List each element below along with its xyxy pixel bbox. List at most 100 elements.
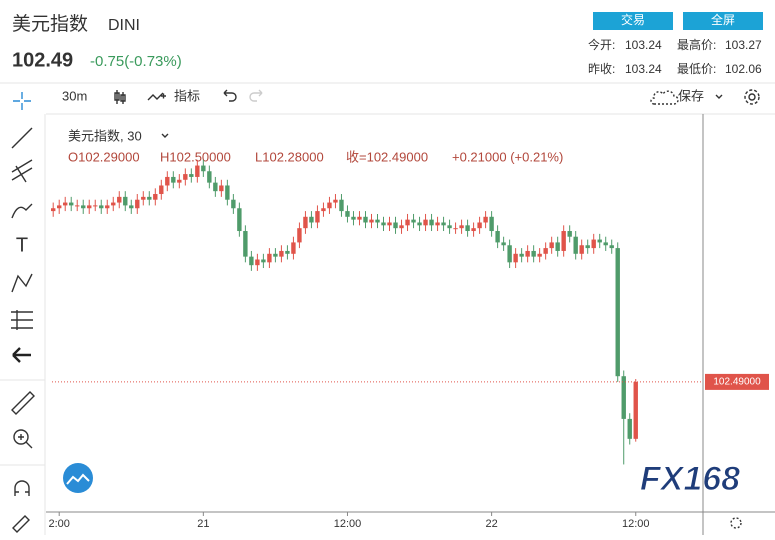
back-tool[interactable]	[12, 347, 31, 363]
candle-body	[315, 211, 320, 223]
candle-body	[555, 242, 560, 251]
candle-body	[153, 194, 158, 200]
trend-line-tool[interactable]	[11, 127, 33, 149]
ruler-tool[interactable]	[11, 391, 35, 415]
candle-body	[357, 216, 362, 220]
candle-body	[225, 185, 230, 200]
candle-body	[453, 228, 458, 230]
candle-body	[573, 236, 578, 254]
candle-body	[183, 174, 188, 180]
candle-body	[291, 242, 296, 254]
watermark: FX168	[640, 460, 740, 498]
candle-body	[375, 219, 380, 223]
logo-badge-icon	[66, 473, 90, 485]
candle-body	[279, 250, 284, 257]
stat-label: 最高价:	[677, 37, 716, 52]
candle-body	[255, 259, 260, 266]
ohlc-value: +0.21000 (+0.21%)	[452, 149, 563, 164]
candle-body	[411, 219, 416, 223]
candle-body	[321, 208, 326, 212]
trade-button[interactable]	[593, 12, 673, 30]
candle-body	[93, 205, 98, 207]
candle-body	[189, 174, 194, 177]
candle-body	[549, 242, 554, 249]
fullscreen-button-label[interactable]: 全屏	[711, 12, 735, 27]
candle-body	[483, 216, 488, 223]
x-tick-label: 21	[197, 518, 209, 530]
settings-icon-center[interactable]	[748, 93, 756, 101]
redo-icon	[249, 89, 263, 102]
candle-body	[405, 219, 410, 226]
lock-tool[interactable]	[12, 515, 30, 533]
undo-icon[interactable]	[223, 89, 237, 102]
save[interactable]: 保存	[678, 88, 704, 103]
candle-body	[87, 205, 92, 209]
candle-body	[561, 231, 566, 251]
candle-body	[363, 216, 368, 223]
candle-body	[567, 231, 572, 237]
candle-body	[435, 222, 440, 226]
stat-label: 今开:	[588, 37, 615, 52]
zoom-tool[interactable]	[13, 429, 29, 445]
candle-body	[381, 222, 386, 226]
candle-body	[627, 418, 632, 439]
pattern-tool[interactable]	[11, 273, 33, 293]
settings-icon[interactable]	[744, 89, 760, 105]
candle-body	[399, 225, 404, 229]
candle-body	[429, 219, 434, 226]
candle-body	[621, 376, 626, 419]
indicator-icon[interactable]	[147, 92, 166, 101]
indicators[interactable]: 指标	[174, 88, 200, 103]
stat-label: 最低价:	[677, 62, 716, 76]
stat-value: 103.24	[625, 62, 662, 76]
zoom-tool-plus[interactable]	[18, 434, 33, 449]
magnet-tool[interactable]	[14, 480, 30, 496]
candle-body	[99, 205, 104, 209]
candle-body	[537, 253, 542, 257]
candle-body	[633, 381, 638, 439]
candle-body	[135, 199, 140, 209]
candle-body	[273, 253, 278, 257]
x-tick-label: 12:00	[334, 518, 362, 530]
stat-value: 103.27	[725, 38, 762, 52]
candle-body	[129, 205, 134, 209]
symbol-title: 美元指数	[12, 13, 88, 35]
candle-body	[513, 253, 518, 263]
symbol-code: DINI	[108, 17, 140, 34]
text-tool[interactable]: T	[16, 234, 28, 256]
fullscreen-button[interactable]	[683, 12, 763, 30]
candle-body	[69, 202, 74, 206]
candle-body	[597, 239, 602, 243]
crosshair-icon[interactable]	[13, 92, 31, 110]
x-tick-label: 2:00	[48, 518, 69, 530]
candle-body	[261, 259, 266, 263]
last-price-tag	[705, 373, 769, 390]
candle-body	[63, 202, 68, 206]
axis-settings-icon[interactable]	[730, 517, 742, 529]
candle-icon[interactable]	[114, 90, 126, 104]
candle-body	[327, 202, 332, 209]
candle-body	[387, 222, 392, 226]
candle-body	[267, 253, 272, 263]
interval[interactable]: 30m	[62, 88, 87, 103]
chart-title-arrow[interactable]	[161, 133, 169, 138]
candle-body	[159, 185, 164, 195]
candle-body	[171, 176, 176, 183]
price: 102.49	[12, 49, 73, 71]
candle-body	[123, 196, 128, 206]
brush-tool[interactable]	[11, 203, 33, 219]
prediction-tool[interactable]	[11, 310, 33, 330]
candle-body	[591, 239, 596, 249]
cloud-icon[interactable]	[650, 90, 679, 105]
candle-body	[165, 176, 170, 186]
fib-tool[interactable]	[11, 159, 33, 183]
candle-body	[507, 245, 512, 263]
candle-body	[105, 205, 110, 209]
candle-body	[495, 231, 500, 243]
trade-button-label[interactable]: 交易	[621, 12, 645, 27]
price-change: -0.75(-0.73%)	[90, 53, 182, 70]
candle-body	[117, 196, 122, 203]
candle-body	[339, 199, 344, 212]
save-arrow[interactable]	[715, 94, 723, 99]
candle-body	[333, 199, 338, 203]
